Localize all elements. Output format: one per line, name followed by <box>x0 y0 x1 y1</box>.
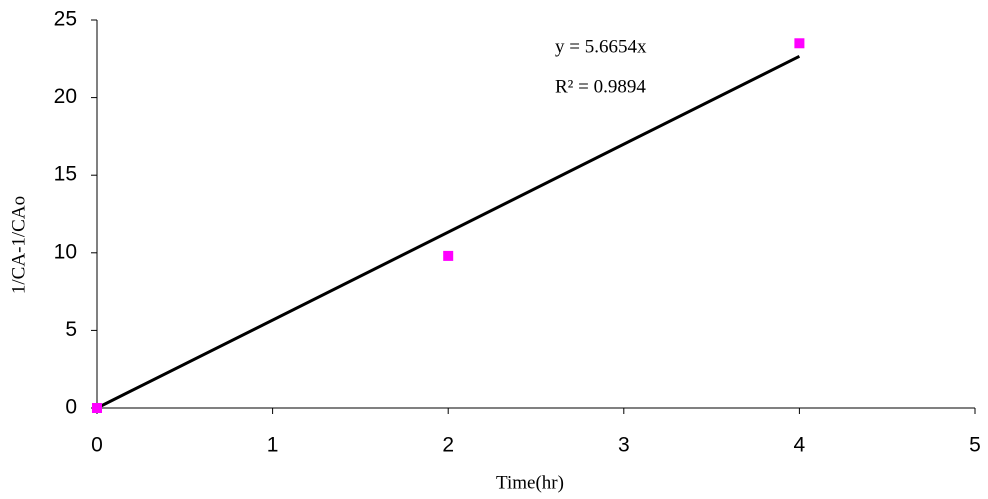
y-tick-label: 0 <box>65 396 77 419</box>
x-tick-label: 3 <box>618 434 630 457</box>
x-tick-label: 0 <box>91 434 103 457</box>
trendline <box>96 54 801 410</box>
y-axis-label: 1/CA-1/CAo <box>8 196 29 294</box>
y-tick-label: 10 <box>54 240 77 263</box>
x-axis-label: Time(hr) <box>496 472 564 493</box>
marker <box>92 403 102 413</box>
annotation: R² = 0.9894 <box>555 76 646 97</box>
annotation: y = 5.6654x <box>555 36 647 57</box>
x-tick-label: 1 <box>267 434 279 457</box>
y-tick-label: 15 <box>54 163 77 186</box>
y-tick-label: 20 <box>54 85 77 108</box>
x-tick-label: 5 <box>969 434 981 457</box>
x-tick-label: 2 <box>442 434 454 457</box>
marker <box>794 38 805 49</box>
y-tick-label: 25 <box>54 8 77 31</box>
marker <box>443 250 454 261</box>
y-tick-label: 5 <box>65 318 77 341</box>
x-tick-label: 4 <box>794 434 806 457</box>
